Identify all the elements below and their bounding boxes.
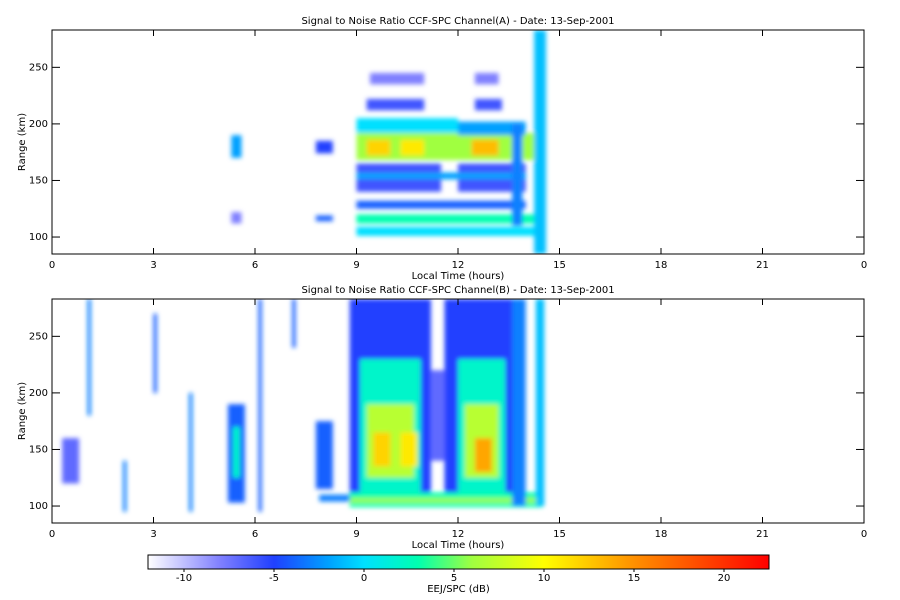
colorbar-tick-label: 20 — [718, 573, 731, 584]
cell-layer — [62, 299, 545, 512]
x-tick-label: 12 — [452, 529, 465, 540]
cell — [474, 72, 499, 85]
cell — [153, 313, 157, 393]
cell — [258, 299, 262, 512]
x-axis-label: Local Time (hours) — [412, 540, 505, 551]
y-tick-label: 250 — [29, 331, 48, 342]
cell — [512, 123, 523, 226]
cell — [231, 135, 242, 158]
cell-layer — [231, 30, 546, 254]
x-tick-label: 0 — [861, 529, 867, 540]
x-tick-label: 0 — [49, 260, 55, 271]
cell — [87, 299, 91, 416]
colorbar-tick-label: 10 — [538, 573, 551, 584]
chart-title: Signal to Noise Ratio CCF-SPC Channel(A)… — [301, 16, 614, 27]
colorbar-tick-label: -10 — [176, 573, 192, 584]
cell — [356, 118, 458, 133]
cell — [474, 438, 492, 473]
y-tick-label: 100 — [29, 501, 48, 512]
x-tick-label: 18 — [655, 529, 668, 540]
x-tick-label: 6 — [252, 529, 258, 540]
cell — [356, 226, 536, 236]
cell — [319, 494, 350, 502]
cell — [62, 438, 80, 484]
colorbar — [147, 554, 770, 570]
x-tick-label: 21 — [756, 529, 769, 540]
x-tick-label: 15 — [553, 529, 566, 540]
cell — [356, 200, 526, 209]
x-tick-label: 6 — [252, 260, 258, 271]
cell — [366, 99, 425, 111]
y-tick-label: 200 — [29, 119, 48, 130]
y-axis-label: Range (km) — [17, 382, 28, 440]
x-tick-label: 9 — [353, 260, 359, 271]
x-tick-label: 3 — [150, 529, 156, 540]
cell — [123, 460, 127, 512]
cell — [315, 215, 333, 222]
cell — [315, 421, 333, 490]
y-tick-label: 150 — [29, 444, 48, 455]
cell — [471, 139, 499, 156]
cell — [356, 214, 543, 224]
y-tick-label: 100 — [29, 232, 48, 243]
cell — [233, 426, 240, 478]
colorbar-tick-label: 15 — [628, 573, 641, 584]
cell — [535, 299, 545, 507]
cell — [356, 172, 526, 180]
x-tick-label: 21 — [756, 260, 769, 271]
y-axis-label: Range (km) — [17, 113, 28, 171]
chart-title: Signal to Noise Ratio CCF-SPC Channel(B)… — [301, 285, 614, 296]
y-tick-label: 200 — [29, 388, 48, 399]
x-tick-label: 0 — [861, 260, 867, 271]
x-tick-label: 9 — [353, 529, 359, 540]
cell — [512, 299, 526, 507]
cell — [370, 72, 425, 85]
x-tick-label: 0 — [49, 529, 55, 540]
x-tick-label: 18 — [655, 260, 668, 271]
cell — [315, 140, 333, 154]
cell — [534, 30, 546, 254]
x-tick-label: 15 — [553, 260, 566, 271]
cell — [458, 121, 526, 136]
y-tick-label: 250 — [29, 62, 48, 73]
cell — [400, 139, 425, 156]
cell — [231, 212, 242, 224]
x-axis-label: Local Time (hours) — [412, 271, 505, 282]
cell — [366, 139, 391, 156]
colorbar-tick-label: 5 — [451, 573, 457, 584]
cell — [189, 392, 193, 512]
heatmap-cells — [62, 299, 545, 512]
heatmap-cells — [231, 30, 546, 254]
cell — [373, 432, 391, 467]
cell — [292, 299, 296, 348]
cell — [474, 99, 502, 111]
x-tick-label: 3 — [150, 260, 156, 271]
colorbar-tick-label: -5 — [269, 573, 279, 584]
y-tick-label: 150 — [29, 175, 48, 186]
cell — [400, 432, 418, 467]
colorbar-tick-label: 0 — [361, 573, 367, 584]
colorbar-label: EEJ/SPC (dB) — [427, 584, 490, 595]
cell — [349, 498, 543, 503]
x-tick-label: 12 — [452, 260, 465, 271]
